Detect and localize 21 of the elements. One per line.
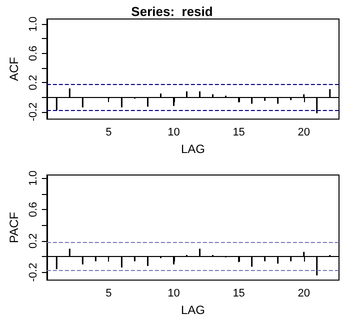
y-tick-label: -0.2 — [27, 102, 40, 122]
x-axis-title: LAG — [180, 303, 205, 317]
x-axis-title: LAG — [180, 142, 205, 156]
x-tick-label: 10 — [168, 126, 180, 139]
x-tick-label: 5 — [106, 288, 112, 300]
y-tick-label: -0.2 — [27, 262, 40, 282]
x-tick-label: 20 — [298, 126, 310, 139]
x-tick-label: 10 — [168, 288, 180, 300]
y-axis-title: ACF — [7, 57, 21, 82]
y-tick-label: 1.0 — [27, 170, 40, 186]
y-tick-label: 0.6 — [27, 46, 40, 61]
y-axis-title: PACF — [7, 212, 21, 244]
x-tick-label: 15 — [232, 126, 245, 139]
x-tick-label: 20 — [298, 288, 310, 300]
x-tick-label: 5 — [106, 126, 112, 139]
y-tick-label: 0.6 — [27, 202, 40, 218]
y-tick-label: 0.2 — [27, 74, 40, 90]
chart-title: Series: resid — [131, 4, 213, 19]
x-tick-label: 15 — [232, 288, 245, 300]
y-tick-label: 1.0 — [27, 16, 40, 32]
y-tick-label: 0.2 — [27, 233, 40, 249]
